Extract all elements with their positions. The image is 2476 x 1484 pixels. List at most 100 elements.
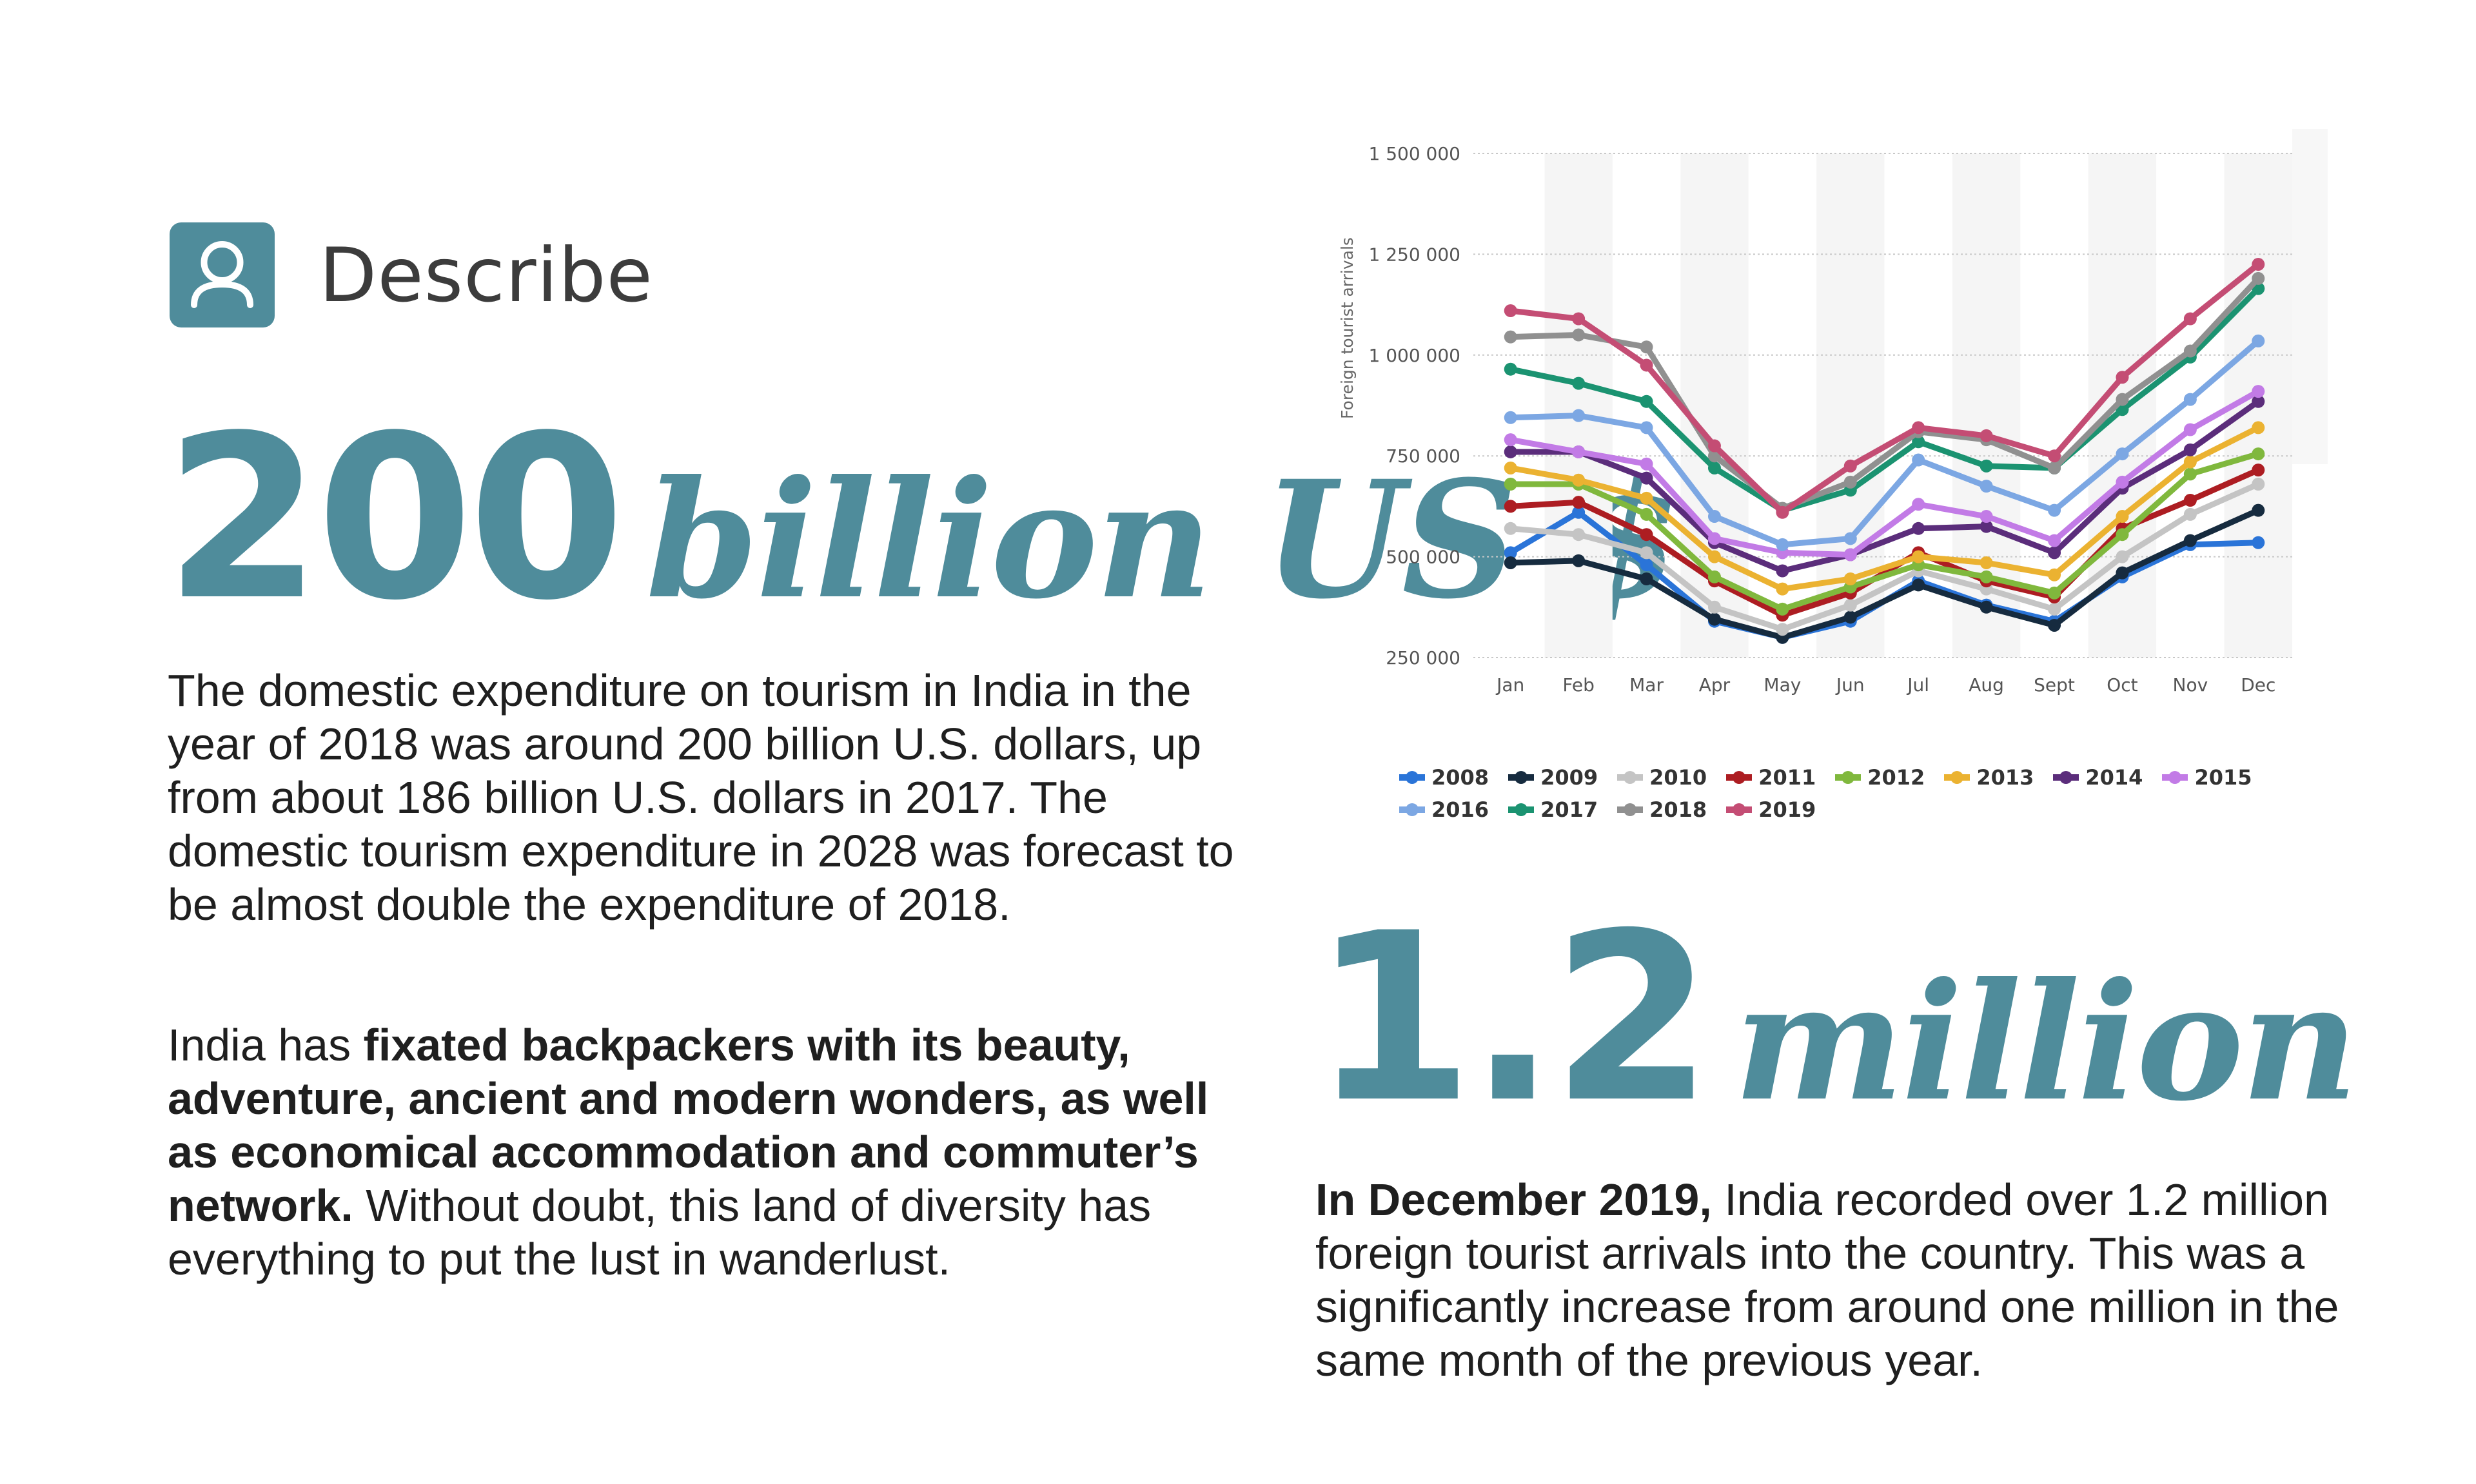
legend-label: 2011	[1758, 765, 1816, 790]
data-point-2015	[2116, 475, 2129, 489]
data-point-2018	[1504, 330, 1517, 344]
legend-item-2008[interactable]: 2008	[1399, 764, 1489, 791]
legend-swatch	[1617, 803, 1644, 816]
x-tick-label: Jul	[1906, 674, 1929, 696]
data-point-2015	[2048, 534, 2061, 547]
data-point-2017	[1640, 395, 1653, 408]
data-point-2010	[2252, 477, 2265, 491]
data-point-2018	[1843, 475, 1857, 489]
data-point-2009	[1640, 572, 1653, 586]
data-point-2019	[1572, 312, 1586, 326]
data-point-2019	[1980, 429, 1993, 442]
legend-swatch	[1399, 803, 1425, 816]
data-point-2019	[2252, 258, 2265, 271]
legend-item-2018[interactable]: 2018	[1617, 796, 1707, 823]
x-tick-label: Feb	[1562, 674, 1595, 696]
data-point-2014	[1640, 471, 1653, 485]
x-tick-label: Nov	[2173, 674, 2208, 696]
data-point-2009	[2183, 534, 2197, 547]
data-point-2013	[2048, 568, 2061, 581]
data-point-2015	[1572, 445, 1586, 458]
y-axis-label: Foreign tourist arrivals	[1338, 237, 1357, 419]
data-point-2009	[1912, 578, 1925, 592]
section-title: Describe	[319, 232, 653, 319]
backpackers-bold: fixated backpackers with its beauty, adv…	[168, 1020, 1209, 1231]
data-point-2014	[2183, 443, 2197, 456]
legend-swatch	[1944, 771, 1970, 784]
data-point-2019	[1640, 358, 1653, 372]
arrivals-number: 1.2	[1312, 883, 1713, 1153]
data-point-2016	[1640, 421, 1653, 434]
series-line-2014	[1508, 398, 2261, 574]
series-line-2016	[1508, 338, 2261, 548]
data-point-2008	[1504, 546, 1517, 560]
data-point-2018	[2048, 461, 2061, 474]
legend-label: 2017	[1540, 797, 1598, 822]
legend-item-2017[interactable]: 2017	[1508, 796, 1598, 823]
data-point-2009	[1843, 610, 1857, 624]
legend-label: 2012	[1867, 765, 1925, 790]
data-point-2014	[1776, 564, 1789, 578]
legend-item-2013[interactable]: 2013	[1944, 764, 2034, 791]
legend-item-2016[interactable]: 2016	[1399, 796, 1489, 823]
data-point-2012	[1776, 602, 1789, 616]
headline-expenditure: 200 billion US $	[164, 387, 1681, 650]
data-point-2013	[1843, 572, 1857, 586]
legend-item-2015[interactable]: 2015	[2162, 764, 2252, 791]
data-point-2018	[2116, 393, 2129, 406]
y-tick-label: 500 000	[1386, 547, 1460, 568]
legend-item-2009[interactable]: 2009	[1508, 764, 1598, 791]
series-line-2012	[1508, 451, 2261, 612]
data-point-2013	[2252, 421, 2265, 434]
data-point-2019	[1843, 459, 1857, 473]
legend-swatch	[1508, 803, 1535, 816]
arrivals-paragraph: In December 2019, India recorded over 1.…	[1315, 1173, 2437, 1387]
data-point-2012	[1980, 570, 1993, 583]
series-line-2019	[1508, 261, 2261, 516]
x-tick-label: Dec	[2241, 674, 2275, 696]
arrivals-tail: India recorded over 1.2 million foreign …	[1315, 1175, 2339, 1385]
data-point-2019	[1707, 439, 1721, 453]
series-line-2018	[1508, 275, 2261, 512]
data-point-2010	[2048, 602, 2061, 616]
legend-label: 2010	[1649, 765, 1707, 790]
data-point-2008	[1640, 558, 1653, 572]
data-point-2009	[2116, 566, 2129, 580]
data-point-2019	[2048, 449, 2061, 463]
x-tick-label: Oct	[2107, 674, 2137, 696]
legend-item-2012[interactable]: 2012	[1835, 764, 1925, 791]
data-point-2010	[1572, 528, 1586, 542]
data-point-2016	[2252, 334, 2265, 347]
legend-swatch	[1835, 771, 1862, 784]
legend-label: 2013	[1976, 765, 2034, 790]
x-tick-label: Mar	[1629, 674, 1664, 696]
y-tick-label: 1 000 000	[1368, 345, 1460, 366]
legend-item-2011[interactable]: 2011	[1726, 764, 1816, 791]
data-point-2014	[2048, 546, 2061, 560]
data-point-2010	[1776, 623, 1789, 636]
data-point-2018	[1640, 340, 1653, 354]
y-tick-label: 250 000	[1386, 647, 1460, 669]
legend-swatch	[2053, 771, 2079, 784]
data-point-2016	[1707, 510, 1721, 523]
data-point-2017	[1912, 435, 1925, 449]
data-point-2011	[1504, 500, 1517, 513]
legend-swatch	[1726, 771, 1753, 784]
data-point-2017	[1504, 362, 1517, 376]
headline-arrivals: 1.2 million	[1312, 883, 2359, 1153]
legend-item-2019[interactable]: 2019	[1726, 796, 1816, 823]
legend-item-2014[interactable]: 2014	[2053, 764, 2143, 791]
legend-swatch	[1399, 771, 1425, 784]
data-point-2010	[1504, 522, 1517, 535]
legend-item-2010[interactable]: 2010	[1617, 764, 1707, 791]
data-point-2015	[1504, 433, 1517, 447]
legend-label: 2009	[1540, 765, 1598, 790]
data-point-2011	[2252, 464, 2265, 477]
data-point-2014	[1912, 522, 1925, 535]
data-point-2015	[1707, 532, 1721, 545]
data-point-2013	[2116, 510, 2129, 523]
x-tick-label: Aug	[1969, 674, 2004, 696]
data-point-2016	[1504, 411, 1517, 424]
data-point-2013	[1776, 582, 1789, 596]
data-point-2017	[1707, 461, 1721, 474]
